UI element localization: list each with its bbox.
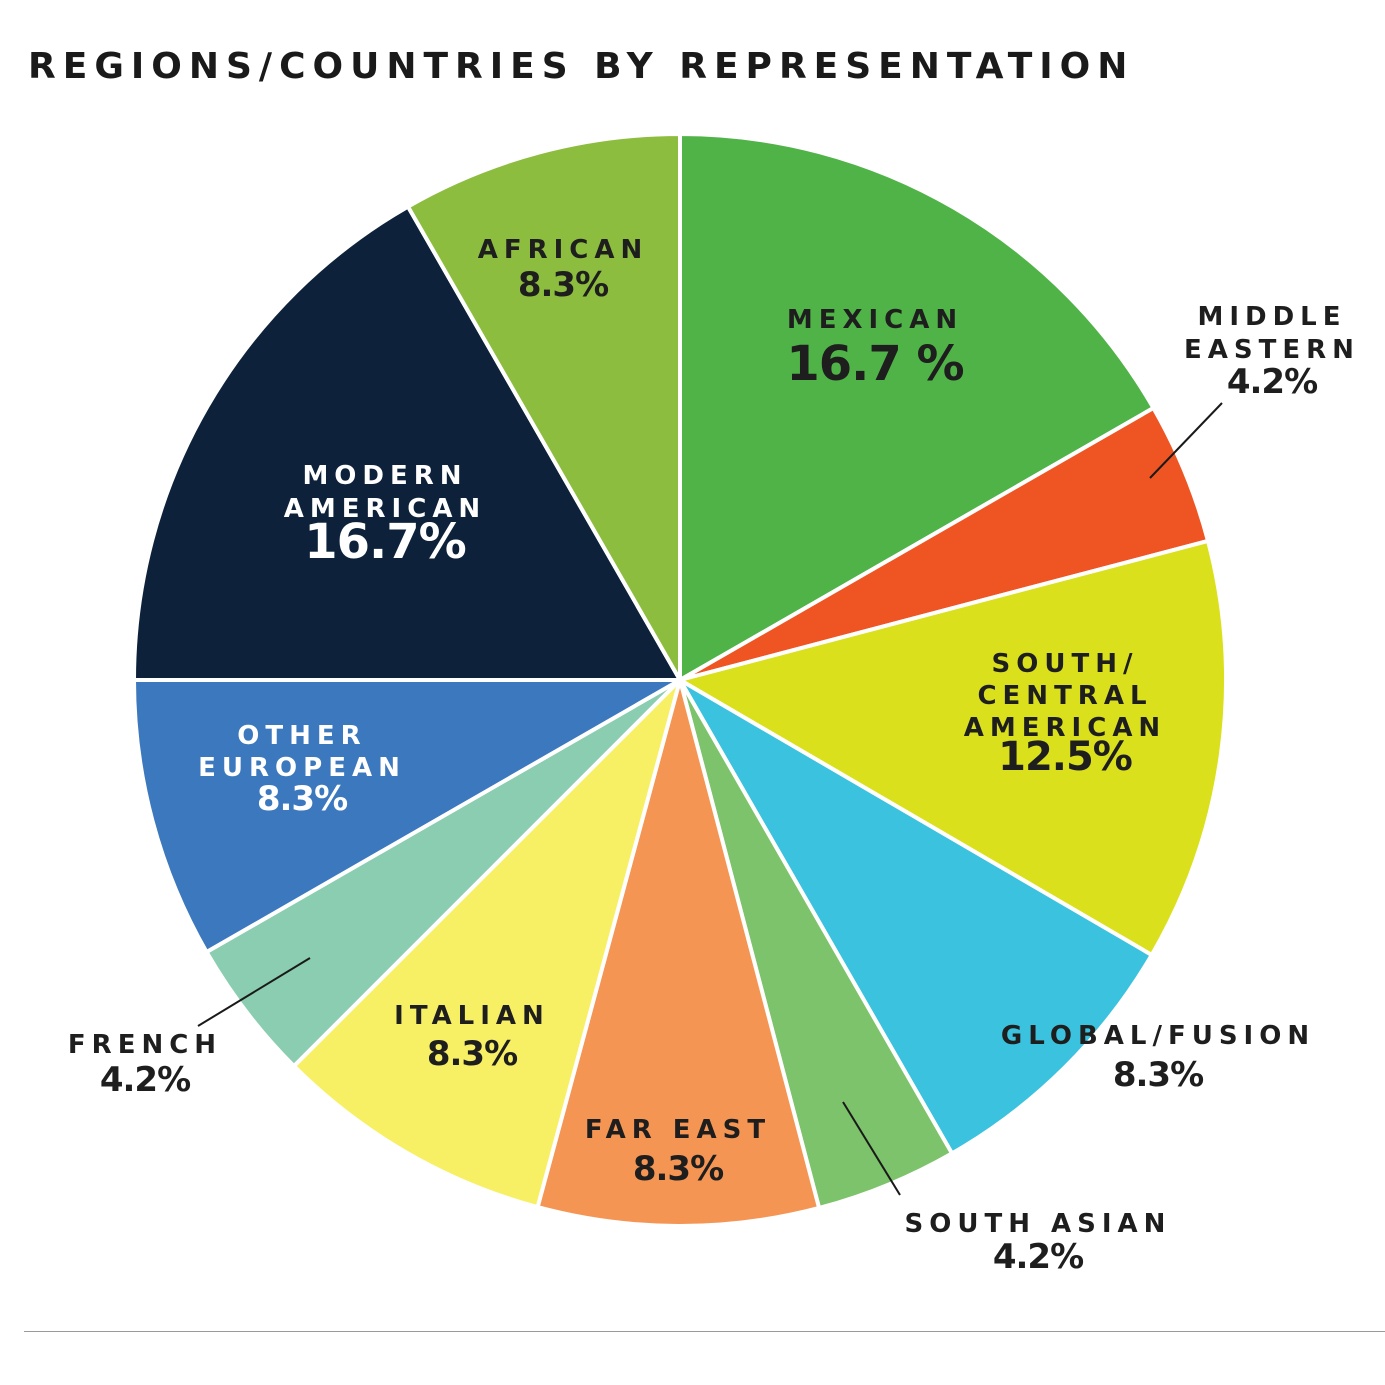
pie-slice-african (405, 132, 682, 682)
pie-slice-mexican (678, 132, 1156, 682)
pie-slice-south-central-american (678, 538, 1228, 957)
slice-value: 4.2% (1227, 362, 1317, 402)
slice-value: 8.3% (257, 779, 347, 819)
slice-label-modern-american: MODERN AMERICAN 16.7% (284, 461, 486, 570)
slice-name-line: EASTERN (1184, 335, 1360, 365)
slice-value: 16.7% (304, 514, 466, 570)
slice-name-line: EUROPEAN (198, 753, 406, 783)
slice-name-line: FRENCH (68, 1030, 222, 1060)
slice-label-mexican: MEXICAN 16.7 % (786, 305, 963, 392)
slice-name-line: AMERICAN (964, 713, 1166, 743)
slice-name-line: FAR EAST (585, 1115, 771, 1145)
slice-labels: MEXICAN 16.7 %MIDDLE EASTERN 4.2%SOUTH/CENT… (68, 235, 1360, 1277)
slice-name-line: CENTRAL (977, 681, 1152, 711)
chart-title: REGIONS/COUNTRIES BY REPRESENTATION (28, 46, 1135, 87)
slice-value: 16.7 % (786, 336, 963, 392)
leader-line-middle-eastern (1149, 402, 1223, 479)
slice-label-middle-eastern: MIDDLE EASTERN 4.2% (1184, 302, 1360, 402)
slice-label-african: AFRICAN 8.3% (478, 235, 649, 305)
slice-label-french: FRENCH 4.2% (68, 1030, 222, 1100)
slice-value: 4.2% (993, 1237, 1083, 1277)
pie-slice-other-european (132, 678, 682, 955)
slice-label-far-east: FAR EAST 8.3% (585, 1115, 771, 1189)
slice-name-line: MEXICAN (787, 305, 963, 335)
slice-name-line: SOUTH ASIAN (905, 1209, 1172, 1239)
slice-label-italian: ITALIAN 8.3% (394, 1001, 550, 1074)
slice-value: 4.2% (100, 1060, 190, 1100)
slice-name-line: SOUTH/ (992, 649, 1139, 679)
slice-name-line: GLOBAL/FUSION (1001, 1021, 1315, 1051)
slice-label-global-fusion: GLOBAL/FUSION 8.3% (1001, 1021, 1315, 1095)
slice-name-line: OTHER (237, 721, 366, 751)
slice-value: 12.5% (998, 734, 1132, 780)
pie-slice-italian (291, 678, 682, 1210)
slice-value: 8.3% (633, 1149, 723, 1189)
slice-name-line: MODERN (302, 461, 467, 491)
slice-label-south-asian: SOUTH ASIAN 4.2% (905, 1209, 1172, 1277)
slice-value: 8.3% (427, 1034, 517, 1074)
leader-lines (197, 402, 1223, 1196)
slice-value: 8.3% (518, 265, 608, 305)
pie-slice-modern-american (132, 204, 682, 682)
slice-label-other-european: OTHER EUROPEAN 8.3% (198, 721, 406, 819)
pie-slice-global-fusion (678, 678, 1154, 1156)
slice-name-line: AMERICAN (284, 494, 486, 524)
slice-label-south-central-american: SOUTH/CENTRAL AMERICAN 12.5% (964, 649, 1166, 780)
pie-slices (132, 132, 1228, 1228)
slice-name-line: MIDDLE (1197, 302, 1346, 332)
leader-line-french (197, 957, 311, 1027)
leader-line-south-asian (842, 1101, 901, 1196)
bottom-divider (24, 1331, 1385, 1332)
slice-name-line: ITALIAN (394, 1001, 550, 1031)
pie-slice-far-east (535, 678, 822, 1228)
slice-value: 8.3% (1113, 1055, 1203, 1095)
slice-name-line: AFRICAN (478, 235, 649, 265)
